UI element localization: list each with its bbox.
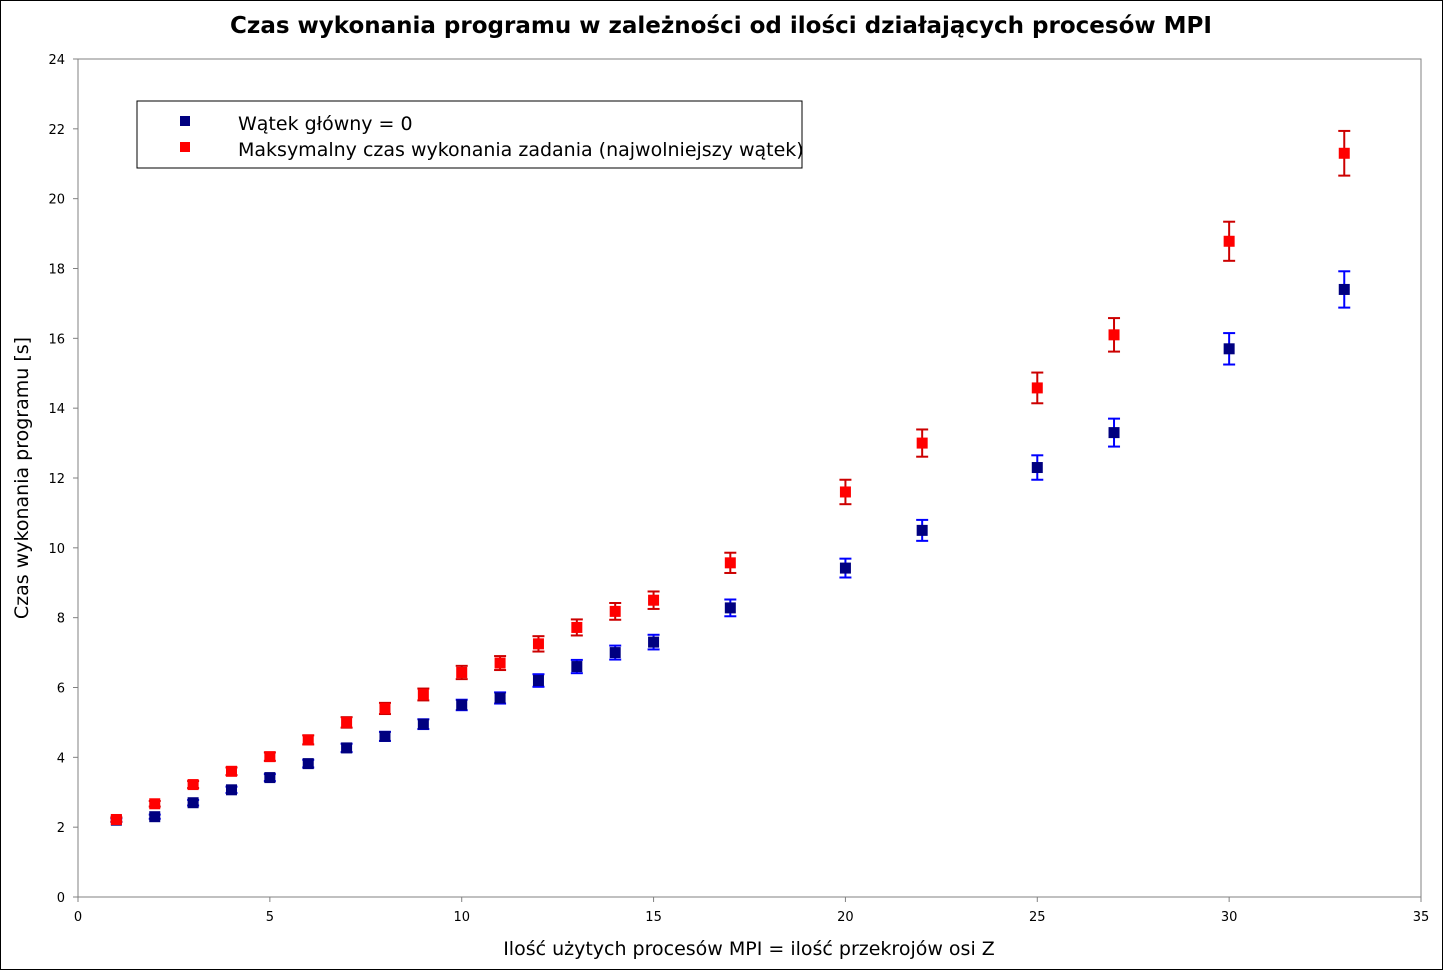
x-tick-label: 20 [837, 910, 854, 925]
data-point [379, 702, 391, 714]
data-point [187, 779, 199, 791]
data-point [456, 666, 468, 678]
y-tick-label: 20 [48, 193, 65, 208]
y-tick-label: 24 [48, 53, 65, 68]
legend-box [136, 100, 803, 169]
y-tick-label: 18 [48, 263, 65, 278]
data-point [1108, 329, 1120, 341]
data-point [839, 562, 851, 574]
data-point [648, 636, 660, 648]
legend-label-series-0: Wątek główny = 0 [238, 113, 413, 135]
plot-area [77, 58, 1422, 898]
data-point [149, 811, 161, 823]
x-axis-label: Ilość użytych procesów MPI = ilość przek… [503, 938, 995, 960]
data-point [532, 675, 544, 687]
data-point [1031, 382, 1043, 394]
y-tick-label: 0 [57, 891, 65, 906]
y-tick-label: 10 [48, 542, 65, 557]
data-point [1223, 343, 1235, 355]
y-tick-label: 8 [57, 612, 65, 627]
data-point [341, 716, 353, 728]
y-tick-label: 22 [48, 123, 65, 138]
data-point [1338, 283, 1350, 295]
y-axis-label: Czas wykonania programu [s] [11, 337, 33, 619]
data-point [571, 661, 583, 673]
data-point [724, 602, 736, 614]
x-tick-label: 35 [1413, 910, 1430, 925]
data-point [532, 638, 544, 650]
series-layer [110, 129, 1351, 826]
data-point [417, 688, 429, 700]
x-tick-label: 30 [1221, 910, 1238, 925]
data-point [494, 657, 506, 669]
data-point [187, 797, 199, 809]
data-point [456, 699, 468, 711]
x-tick-label: 5 [266, 910, 274, 925]
data-point [916, 437, 928, 449]
data-point [379, 730, 391, 742]
data-point [225, 784, 237, 796]
data-point [264, 751, 276, 763]
data-point [302, 758, 314, 770]
data-point [724, 557, 736, 569]
data-point [149, 798, 161, 810]
y-tick-label: 6 [57, 682, 65, 697]
legend-marker-series-1 [180, 142, 190, 152]
data-point [1338, 147, 1350, 159]
legend-label-series-1: Maksymalny czas wykonania zadania (najwo… [238, 139, 804, 161]
data-point [110, 813, 122, 825]
x-tick-label: 0 [74, 910, 82, 925]
x-tick-label: 15 [645, 910, 662, 925]
legend-marker-series-0 [180, 116, 190, 126]
x-tick-label: 25 [1029, 910, 1046, 925]
data-point [571, 621, 583, 633]
data-point [1031, 462, 1043, 474]
data-point [1223, 235, 1235, 247]
chart-title: Czas wykonania programu w zależności od … [230, 13, 1212, 39]
data-point [494, 692, 506, 704]
series-1 [110, 129, 1351, 825]
y-tick-label: 16 [48, 332, 65, 347]
y-tick-label: 4 [57, 751, 65, 766]
data-point [1108, 427, 1120, 439]
x-axis: 0 5 10 15 20 25 30 35 [74, 897, 1429, 925]
series-0 [110, 270, 1351, 826]
data-point [648, 594, 660, 606]
data-point [609, 605, 621, 617]
data-point [225, 765, 237, 777]
data-point [264, 772, 276, 784]
data-point [341, 742, 353, 754]
y-tick-label: 2 [57, 821, 65, 836]
legend: Wątek główny = 0 Maksymalny czas wykonan… [136, 100, 804, 169]
data-point [417, 718, 429, 730]
data-point [916, 524, 928, 536]
x-tick-label: 10 [453, 910, 470, 925]
data-point [302, 734, 314, 746]
data-point [839, 486, 851, 498]
y-tick-label: 12 [48, 472, 65, 487]
y-tick-label: 14 [48, 402, 65, 417]
data-point [609, 647, 621, 659]
